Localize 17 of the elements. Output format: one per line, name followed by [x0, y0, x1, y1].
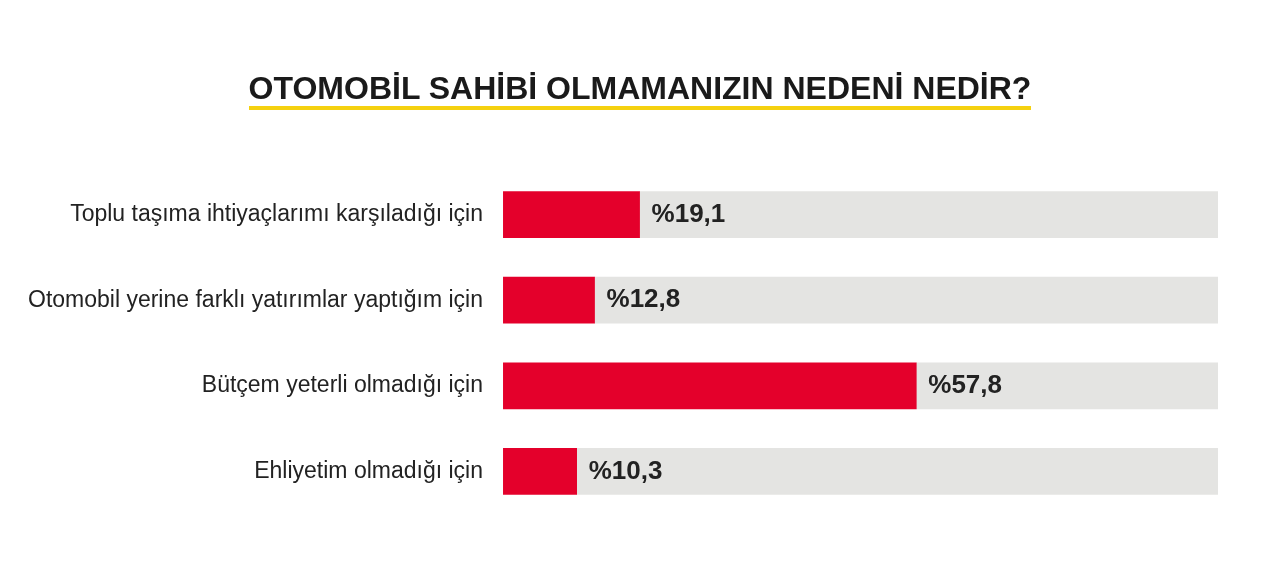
- y-tick-label: Otomobil yerine farklı yatırımlar yaptığım için: [27, 285, 484, 312]
- bar: [503, 191, 640, 238]
- bar: [639, 191, 1218, 238]
- bar: [503, 362, 917, 410]
- data-label: %10,3: [588, 454, 663, 485]
- y-tick-label: Bütçem yeterli olmadığı için: [201, 371, 484, 398]
- bar: [576, 448, 1218, 495]
- data-label: %12,8: [606, 283, 681, 314]
- bar: [503, 276, 595, 324]
- data-label: %19,1: [651, 197, 726, 228]
- y-tick-label: Toplu taşıma ihtiyaçlarımı karşıladığı için: [70, 199, 484, 226]
- bar: [594, 276, 1218, 324]
- chart-title: OTOMOBİL SAHİBİ OLMAMANIZIN NEDENİ NEDİR?: [248, 70, 1032, 110]
- data-label: %57,8: [928, 368, 1003, 399]
- y-tick-label: Ehliyetim olmadığı için: [254, 456, 484, 483]
- bar: [915, 362, 1218, 410]
- bar: [503, 448, 577, 495]
